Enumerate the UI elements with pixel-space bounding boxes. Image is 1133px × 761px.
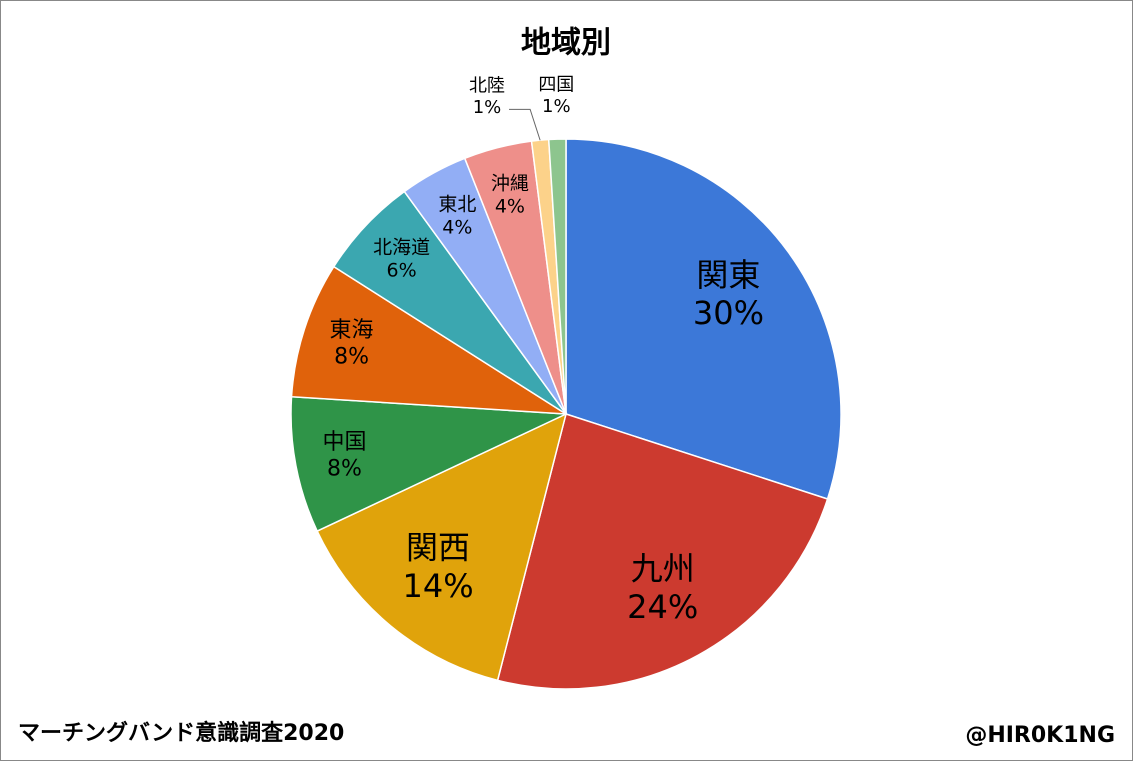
slice-label-name: 東北 <box>438 193 476 215</box>
slice-label-value: 4% <box>442 216 472 238</box>
slice-label-name: 沖縄 <box>491 173 529 195</box>
slice-label-value: 8% <box>327 456 362 481</box>
pie-slice <box>565 138 842 500</box>
slice-label-name: 中国 <box>322 430 366 455</box>
slice-label-value: 4% <box>495 195 525 217</box>
pie-slice <box>290 395 567 533</box>
slice-label-value: 1% <box>542 96 571 117</box>
slice-label-name: 東海 <box>330 318 374 343</box>
slice-label-name: 北陸 <box>469 76 505 97</box>
slice-label-value: 24% <box>627 588 698 626</box>
footer-left: マーチングバンド意識調査2020 <box>18 720 344 746</box>
slice-label-name: 関西 <box>406 528 470 566</box>
slice-label-name: 北海道 <box>373 237 430 259</box>
slice-label-value: 8% <box>334 345 369 370</box>
pie-slice <box>547 138 567 415</box>
slice-label-name: 関東 <box>696 256 760 294</box>
slice-label-value: 30% <box>693 294 764 332</box>
pie-slice <box>290 265 567 415</box>
pie-slice <box>316 412 568 682</box>
slice-label-value: 6% <box>387 260 417 282</box>
chart-title: 地域別 <box>521 26 611 61</box>
slice-label-value: 14% <box>402 567 473 605</box>
slice-label-name: 九州 <box>631 550 695 588</box>
slice-label-value: 1% <box>473 97 502 118</box>
footer-right: @HIR0K1NG <box>965 723 1115 748</box>
leader-line <box>509 108 541 141</box>
slice-label-name: 四国 <box>538 74 574 95</box>
pie-slice <box>496 413 829 690</box>
